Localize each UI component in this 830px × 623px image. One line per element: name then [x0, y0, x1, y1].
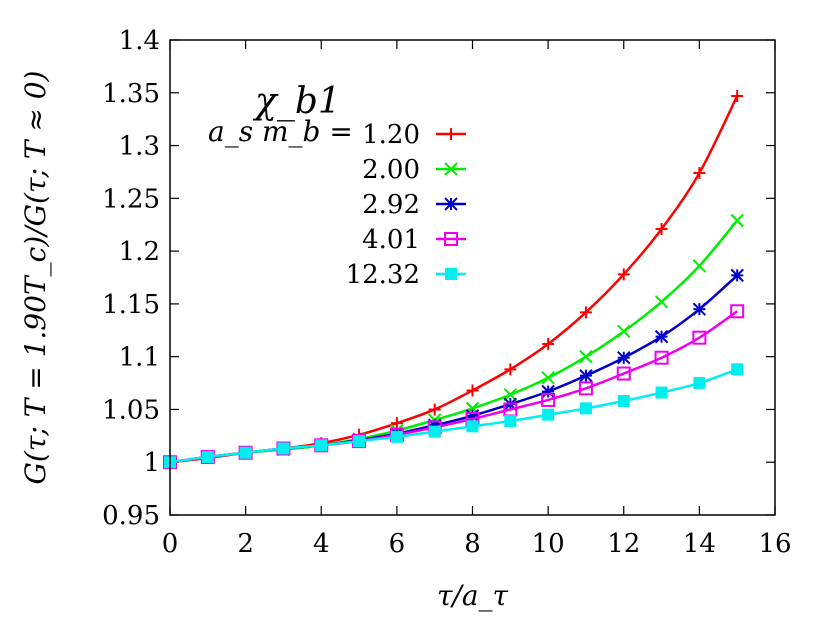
data-point: [654, 329, 669, 344]
data-point: [504, 363, 517, 376]
x-tick-label: 4: [313, 529, 330, 559]
data-point: [541, 392, 556, 407]
data-point: [579, 368, 593, 383]
x-tick-label: 12: [607, 529, 640, 559]
legend-marker: [444, 232, 458, 246]
legend-header: a_s m_b =: [208, 115, 353, 148]
y-tick-label: 1.05: [102, 395, 160, 425]
legend-label: 2.00: [362, 155, 420, 185]
data-point: [692, 330, 707, 345]
data-point: [465, 409, 480, 423]
data-point: [693, 167, 706, 179]
x-tick-label: 6: [389, 529, 406, 559]
y-tick-label: 1.4: [119, 26, 160, 56]
series-line: [169, 368, 738, 464]
legend-label: 2.92: [362, 190, 420, 220]
series-layer: [163, 89, 745, 470]
x-tick-label: 10: [532, 529, 565, 559]
series-line: [169, 310, 738, 464]
legend-marker: [445, 268, 457, 280]
data-point: [692, 302, 707, 316]
x-axis-title: τ/a_τ: [437, 579, 509, 612]
y-axis-title: G(τ; T = 1.90T_c)/G(τ; T ≈ 0): [19, 71, 52, 485]
y-tick-label: 1.1: [119, 343, 160, 373]
data-point: [503, 387, 518, 402]
data-point: [466, 420, 479, 433]
y-tick-label: 1.3: [119, 132, 160, 162]
legend-marker: [444, 162, 458, 176]
legend-marker: [445, 128, 457, 140]
series-12.32: [164, 363, 744, 469]
data-point: [277, 442, 290, 455]
data-point: [578, 381, 593, 396]
data-point: [541, 371, 555, 385]
y-tick-label: 0.95: [102, 501, 160, 531]
data-point: [617, 268, 630, 281]
legend-label: 1.20: [362, 120, 420, 150]
legend-title: χ_b1: [252, 81, 341, 122]
data-point: [428, 403, 441, 416]
data-point: [731, 89, 744, 102]
data-point: [731, 363, 744, 376]
data-point: [730, 268, 744, 283]
y-tick-label: 1.25: [102, 184, 160, 214]
series-2.92: [163, 268, 744, 469]
data-point: [655, 386, 668, 399]
plot-frame: [169, 39, 776, 516]
data-point: [730, 213, 744, 228]
legend-label: 4.01: [362, 225, 420, 255]
data-point: [579, 349, 593, 364]
data-point: [579, 306, 592, 319]
y-tick-label: 1.2: [119, 237, 160, 267]
data-point: [239, 446, 252, 459]
data-point: [654, 295, 669, 309]
x-tick-label: 8: [464, 529, 481, 559]
legend-marker: [444, 197, 458, 211]
x-tick-label: 16: [758, 529, 791, 559]
legend-label: 12.32: [346, 260, 420, 290]
y-tick-label: 1.35: [102, 79, 160, 109]
data-point: [654, 350, 669, 365]
data-point: [428, 425, 441, 438]
x-tick-label: 14: [683, 529, 716, 559]
x-tick-label: 2: [237, 529, 254, 559]
data-point: [617, 395, 630, 407]
data-point: [542, 338, 555, 350]
data-point: [315, 439, 328, 452]
data-point: [504, 415, 517, 428]
data-point: [390, 430, 403, 443]
data-point: [541, 384, 555, 399]
legend: χ_b1 a_s m_b = 1.20 2.00 2.92 4.01 12.32: [208, 81, 466, 290]
data-point: [617, 351, 631, 365]
data-point: [616, 366, 631, 381]
data-point: [692, 259, 707, 273]
ticks-layer: 0 2 4 6 8 10 12 14 16 0.95 1 1.05 1.1 1.15 1.2 1.25 1.3 1…: [102, 26, 791, 559]
data-point: [579, 402, 592, 415]
y-tick-label: 1: [143, 448, 160, 478]
series-line: [169, 274, 739, 464]
data-point: [693, 377, 706, 390]
data-point: [730, 304, 745, 319]
data-point: [466, 384, 479, 397]
data-point: [427, 418, 442, 432]
data-point: [655, 222, 668, 235]
data-point: [542, 408, 555, 421]
data-point: [353, 435, 366, 448]
data-point: [201, 450, 214, 463]
x-tick-label: 0: [162, 529, 179, 559]
data-point: [390, 417, 403, 430]
y-tick-label: 1.15: [102, 290, 160, 320]
data-point: [617, 324, 631, 339]
